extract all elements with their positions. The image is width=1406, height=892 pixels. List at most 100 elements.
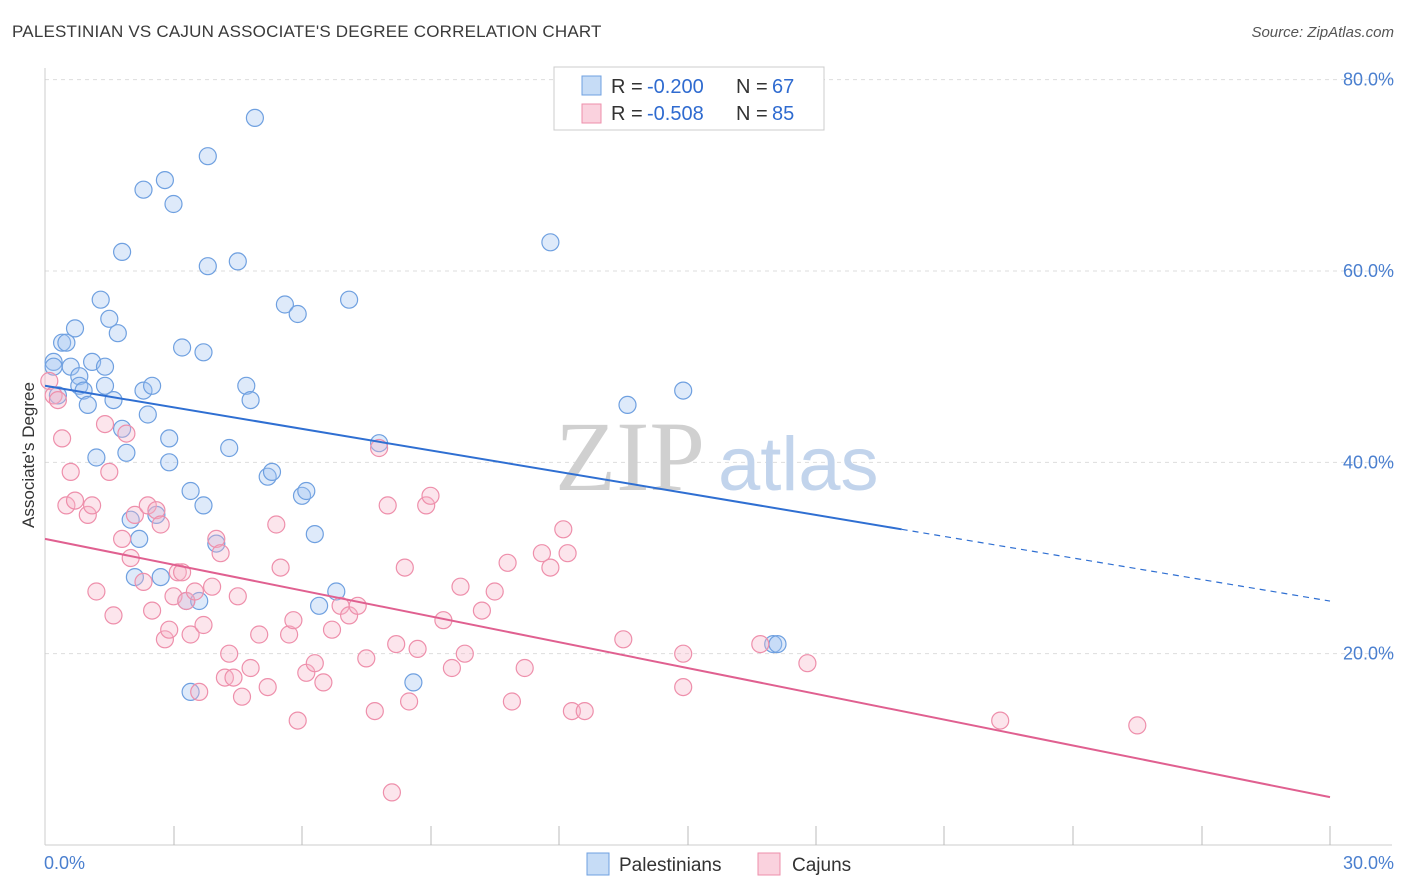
cajuns-point-51 [322,620,342,639]
cajuns-point-71 [485,582,504,601]
legend-swatch-palestinians [581,75,602,96]
cajuns-point-57 [370,438,389,458]
tick-labels: 20.0% 40.0% 60.0% 80.0% 0.0% 30.0% [44,70,1394,873]
cajuns-points [40,371,1147,802]
watermark-atlas: atlas [718,422,879,507]
palestinians-point-12 [87,448,106,467]
y-tick-label-20: 20.0% [1343,644,1394,664]
cajuns-point-82 [674,644,693,663]
cajuns-point-47 [288,711,307,730]
cajuns-point-67 [442,658,461,678]
legend-r-label-1: R = [611,76,643,98]
cajuns-point-39 [232,687,252,706]
cajuns-trend-line [44,537,1331,799]
y-axis-label: Associate's Degree [19,382,38,528]
cajuns-point-23 [160,620,179,639]
cajuns-point-6 [65,491,85,510]
y-tick-label-40: 40.0% [1343,452,1394,472]
cajuns-point-83 [674,677,693,697]
cajuns-point-58 [378,496,397,515]
cajuns-point-12 [104,606,123,625]
cajuns-point-42 [258,677,277,697]
cajuns-point-62 [400,692,419,711]
palestinians-point-21 [117,443,136,462]
chart-title: PALESTINIAN VS CAJUN ASSOCIATE'S DEGREE … [12,22,602,41]
cajuns-point-65 [421,486,440,505]
cajuns-point-77 [554,520,573,539]
palestinians-trend-extension [901,528,1331,602]
palestinians-point-30 [151,567,170,587]
legend-n-value-2: 85 [772,103,794,125]
legend-n-label-2: N = [736,103,768,125]
legend-r-label-2: R = [611,103,643,125]
palestinians-point-18 [108,324,127,343]
cajuns-point-2 [48,391,68,410]
watermark-zip: ZIP [555,401,705,512]
cajuns-point-14 [117,424,136,443]
legend-swatch-cajuns [581,103,602,124]
palestinians-point-66 [768,634,787,654]
cajuns-point-38 [228,587,247,606]
palestinians-point-24 [130,529,149,549]
cajuns-point-25 [168,563,187,582]
bottom-legend-swatch-palestinians [586,852,610,876]
cajuns-point-76 [541,558,560,577]
cajuns-point-75 [532,544,552,563]
palestinians-point-26 [134,381,153,400]
cajuns-point-81 [614,630,633,649]
palestinians-point-53 [288,304,307,324]
cajuns-point-41 [250,625,269,644]
palestinians-point-65 [764,634,783,654]
cajuns-point-29 [185,582,204,601]
cajuns-point-59 [382,783,401,802]
palestinians-point-47 [237,376,256,395]
palestinians-point-41 [194,496,213,515]
cajuns-point-50 [314,673,333,692]
y-tick-label-80: 80.0% [1343,70,1394,90]
trend-lines [44,384,1331,799]
cajuns-point-10 [95,415,115,434]
source-label: Source: ZipAtlas.com [1251,24,1394,41]
palestinians-point-34 [164,194,183,214]
cajuns-point-17 [134,572,153,592]
legend-r-value-2: -0.508 [647,103,704,125]
palestinians-point-6 [65,319,85,338]
palestinians-point-32 [160,429,179,448]
palestinians-point-45 [220,438,239,458]
cajuns-point-11 [100,462,119,481]
palestinians-point-39 [190,591,209,611]
palestinians-point-63 [618,395,637,414]
palestinians-point-62 [541,233,560,252]
palestinians-point-56 [305,524,324,544]
palestinians-point-23 [125,567,144,587]
cajuns-point-33 [207,529,226,549]
cajuns-point-61 [395,558,414,577]
cajuns-point-85 [798,654,817,673]
bottom-legend-swatch-cajuns [757,852,781,876]
cajuns-point-36 [220,644,239,663]
cajuns-point-40 [241,658,260,678]
palestinians-point-10 [78,395,97,414]
palestinians-point-2 [48,386,68,405]
palestinians-point-7 [70,367,89,386]
cajuns-point-72 [498,553,517,572]
cajuns-point-0 [40,371,59,391]
bottom-legend-palestinians: Palestinians [619,855,721,876]
cajuns-point-87 [1128,716,1147,735]
x-tick-label-min: 0.0% [44,853,85,873]
cajuns-point-34 [211,544,230,563]
cajuns-point-84 [751,634,770,654]
x-tick-label-max: 30.0% [1343,853,1394,873]
cajuns-point-56 [365,701,384,721]
palestinians-point-51 [262,462,282,481]
cajuns-point-30 [190,682,209,702]
legend-box: R = -0.200 N = 67 R = -0.508 N = 85 [553,66,825,131]
cajuns-point-20 [147,501,166,520]
cajuns-point-55 [357,649,376,668]
legend-r-value-1: -0.200 [647,76,704,98]
cajuns-point-64 [417,496,436,515]
watermark: ZIP atlas [555,401,879,512]
cajuns-point-8 [82,496,102,515]
cajuns-point-3 [52,429,72,448]
